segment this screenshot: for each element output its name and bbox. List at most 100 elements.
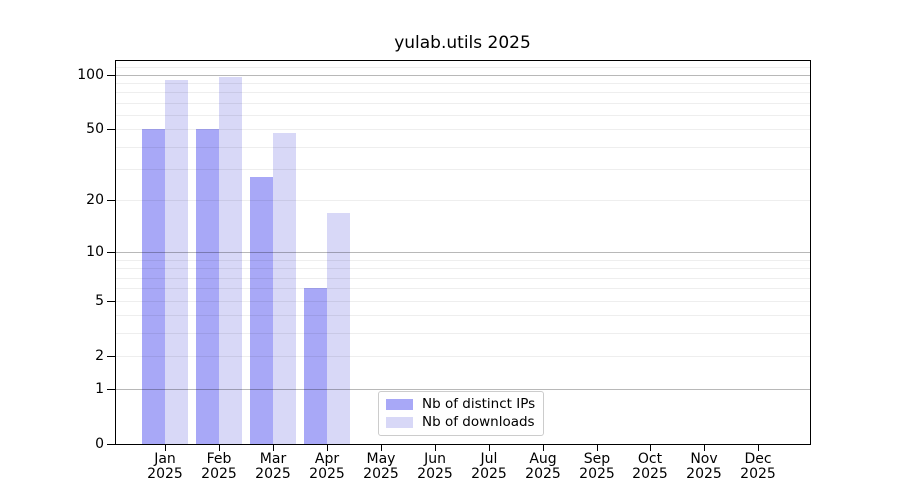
x-tick-year-mar: 2025 [255, 466, 291, 482]
x-tick-label-sep: Sep 2025 [565, 452, 629, 482]
minor-gridline-60 [116, 115, 810, 117]
x-tick-apr [327, 445, 328, 451]
bar-nb-of-downloads-feb [219, 77, 242, 444]
x-tick-month-feb: Feb [206, 451, 232, 467]
x-tick-month-jan: Jan [154, 451, 176, 467]
x-tick-year-aug: 2025 [525, 466, 561, 482]
x-tick-label-mar: Mar 2025 [241, 452, 305, 482]
bar-nb-of-distinct-ips-mar [250, 177, 273, 444]
x-tick-month-dec: Dec [744, 451, 772, 467]
bar-nb-of-distinct-ips-feb [196, 129, 219, 444]
x-tick-oct [650, 445, 651, 451]
major-gridline-100 [116, 74, 810, 76]
chart-title: yulab.utils 2025 [394, 33, 531, 53]
x-tick-feb [219, 445, 220, 451]
x-tick-label-jan: Jan 2025 [133, 452, 197, 482]
bottom-spine [115, 444, 811, 445]
minor-gridline-6 [116, 288, 810, 290]
x-tick-year-jun: 2025 [417, 466, 453, 482]
x-tick-month-sep: Sep [583, 451, 611, 467]
x-tick-year-may: 2025 [363, 466, 399, 482]
right-spine [810, 60, 811, 445]
x-tick-month-apr: Apr [314, 451, 340, 467]
x-tick-mar [273, 445, 274, 451]
minor-gridline-30 [116, 169, 810, 171]
legend: Nb of distinct IPs Nb of downloads [378, 391, 544, 436]
minor-gridline-3 [116, 333, 810, 335]
x-tick-year-feb: 2025 [201, 466, 237, 482]
major-gridline-10 [116, 252, 810, 254]
x-tick-label-dec: Dec 2025 [726, 452, 790, 482]
major-gridline-1 [116, 388, 810, 390]
x-tick-label-nov: Nov 2025 [672, 452, 736, 482]
x-tick-label-oct: Oct 2025 [618, 452, 682, 482]
y-tick-100 [107, 74, 115, 76]
x-tick-year-nov: 2025 [686, 466, 722, 482]
x-tick-month-jul: Jul [480, 451, 498, 467]
bar-nb-of-downloads-jan [165, 79, 188, 444]
y-tick-10 [107, 252, 115, 254]
x-tick-label-apr: Apr 2025 [295, 452, 359, 482]
x-tick-month-aug: Aug [529, 451, 557, 467]
x-tick-month-may: May [366, 451, 396, 467]
minor-gridline-80 [116, 92, 810, 94]
bar-nb-of-distinct-ips-jan [142, 129, 165, 444]
legend-label-nb-of-downloads: Nb of downloads [422, 414, 535, 430]
y-tick-label-100: 100 [77, 66, 104, 83]
minor-gridline-20 [116, 200, 810, 202]
minor-gridline-50 [116, 129, 810, 131]
y-tick-50 [107, 129, 115, 131]
x-tick-label-may: May 2025 [349, 452, 413, 482]
y-tick-label-10: 10 [86, 244, 104, 261]
minor-gridline-5 [116, 300, 810, 302]
x-tick-nov [704, 445, 705, 451]
minor-gridline-7 [116, 277, 810, 279]
minor-gridline-4 [116, 315, 810, 317]
x-tick-jun [435, 445, 436, 451]
y-tick-2 [107, 356, 115, 358]
bar-nb-of-downloads-mar [273, 132, 296, 444]
x-tick-sep [597, 445, 598, 451]
x-tick-dec [758, 445, 759, 451]
y-tick-label-2: 2 [95, 348, 104, 365]
minor-gridline-110 [116, 67, 810, 69]
bar-nb-of-downloads-apr [327, 212, 350, 444]
left-spine [115, 60, 116, 445]
y-tick-label-20: 20 [86, 192, 104, 209]
x-tick-month-nov: Nov [690, 451, 718, 467]
x-tick-jul [489, 445, 490, 451]
minor-gridline-40 [116, 146, 810, 148]
legend-item-nb-of-downloads: Nb of downloads [386, 415, 537, 430]
legend-label-nb-of-distinct-ips: Nb of distinct IPs [422, 396, 536, 412]
bar-nb-of-distinct-ips-apr [304, 288, 327, 444]
x-tick-may [381, 445, 382, 451]
y-tick-5 [107, 300, 115, 302]
x-tick-label-feb: Feb 2025 [187, 452, 251, 482]
minor-gridline-90 [116, 83, 810, 85]
x-tick-label-aug: Aug 2025 [511, 452, 575, 482]
x-tick-jan [165, 445, 166, 451]
legend-swatch-nb-of-downloads [386, 417, 413, 428]
minor-gridline-70 [116, 102, 810, 104]
legend-item-nb-of-distinct-ips: Nb of distinct IPs [386, 397, 537, 412]
x-tick-year-sep: 2025 [579, 466, 615, 482]
minor-gridline-8 [116, 268, 810, 270]
minor-gridline-2 [116, 356, 810, 358]
x-tick-label-jul: Jul 2025 [457, 452, 521, 482]
y-tick-label-5: 5 [95, 292, 104, 309]
x-tick-aug [543, 445, 544, 451]
y-tick-label-0: 0 [95, 436, 104, 452]
x-tick-year-oct: 2025 [632, 466, 668, 482]
y-tick-label-1: 1 [95, 380, 104, 397]
x-tick-month-jun: Jun [424, 451, 446, 467]
x-tick-year-jan: 2025 [147, 466, 183, 482]
legend-swatch-nb-of-distinct-ips [386, 399, 413, 410]
x-tick-year-jul: 2025 [471, 466, 507, 482]
top-spine [115, 60, 811, 61]
y-tick-1 [107, 388, 115, 390]
y-tick-20 [107, 200, 115, 202]
